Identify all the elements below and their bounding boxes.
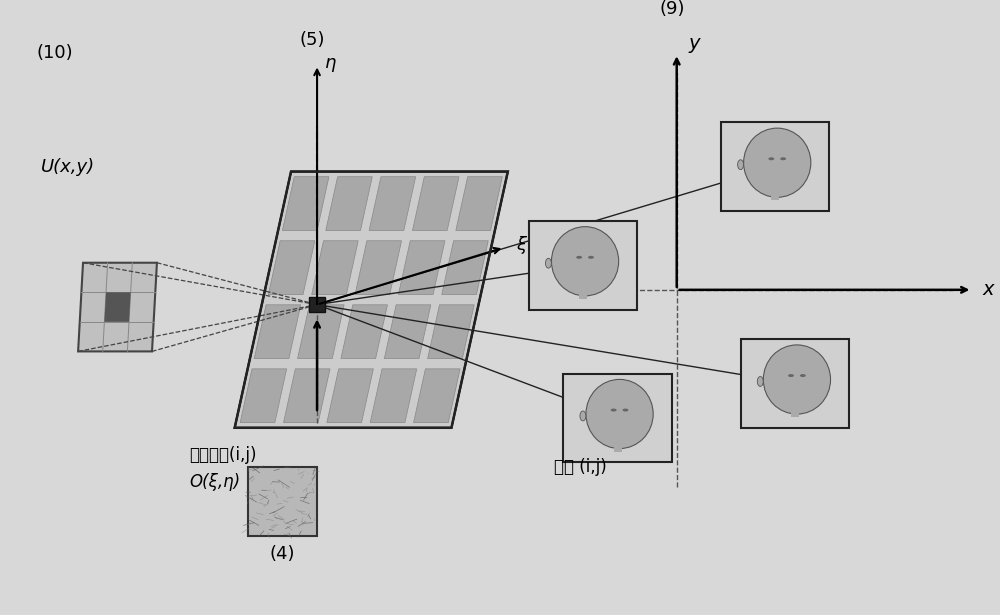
- Ellipse shape: [744, 128, 811, 197]
- Polygon shape: [370, 369, 417, 423]
- Bar: [771, 189, 779, 200]
- Bar: [614, 440, 622, 451]
- Polygon shape: [283, 369, 330, 423]
- Ellipse shape: [788, 374, 794, 377]
- Polygon shape: [312, 240, 358, 295]
- Polygon shape: [298, 305, 344, 359]
- Polygon shape: [309, 296, 325, 312]
- Text: U(x,y): U(x,y): [41, 157, 95, 176]
- Bar: [579, 287, 587, 299]
- Text: (4): (4): [270, 545, 295, 563]
- Text: 全息单元(i,j): 全息单元(i,j): [189, 446, 256, 464]
- Polygon shape: [456, 177, 502, 231]
- Ellipse shape: [586, 379, 653, 448]
- Polygon shape: [341, 305, 387, 359]
- Polygon shape: [104, 292, 131, 322]
- Bar: [563, 373, 672, 462]
- Polygon shape: [78, 263, 157, 351]
- Text: ξ: ξ: [516, 237, 526, 255]
- Bar: [741, 339, 849, 428]
- Text: y: y: [689, 34, 700, 53]
- Bar: [248, 467, 317, 536]
- Polygon shape: [327, 369, 373, 423]
- Ellipse shape: [580, 411, 586, 421]
- Ellipse shape: [738, 160, 744, 170]
- Ellipse shape: [768, 157, 774, 161]
- Ellipse shape: [623, 408, 628, 411]
- Polygon shape: [384, 305, 431, 359]
- Text: O(ξ,η): O(ξ,η): [189, 473, 240, 491]
- Polygon shape: [398, 240, 445, 295]
- Ellipse shape: [611, 408, 617, 411]
- Polygon shape: [268, 240, 315, 295]
- Polygon shape: [369, 177, 416, 231]
- Polygon shape: [235, 172, 508, 428]
- Ellipse shape: [757, 376, 763, 386]
- Text: x: x: [982, 280, 994, 300]
- Polygon shape: [355, 240, 402, 295]
- Ellipse shape: [588, 256, 594, 259]
- Polygon shape: [282, 177, 329, 231]
- Ellipse shape: [551, 227, 619, 296]
- Ellipse shape: [763, 345, 831, 414]
- Polygon shape: [240, 369, 287, 423]
- Text: (9): (9): [659, 0, 685, 18]
- Text: (5): (5): [299, 31, 325, 49]
- Polygon shape: [428, 305, 474, 359]
- Ellipse shape: [800, 374, 806, 377]
- Bar: [721, 122, 829, 211]
- Polygon shape: [442, 240, 488, 295]
- Polygon shape: [412, 177, 459, 231]
- Ellipse shape: [780, 157, 786, 161]
- Bar: [529, 221, 637, 309]
- Text: (10): (10): [36, 44, 73, 62]
- Ellipse shape: [576, 256, 582, 259]
- Ellipse shape: [545, 258, 551, 268]
- Polygon shape: [326, 177, 372, 231]
- Bar: [791, 405, 799, 417]
- Text: 像素 (i,j): 像素 (i,j): [554, 458, 606, 476]
- Polygon shape: [254, 305, 301, 359]
- Text: η: η: [325, 54, 336, 71]
- Polygon shape: [414, 369, 460, 423]
